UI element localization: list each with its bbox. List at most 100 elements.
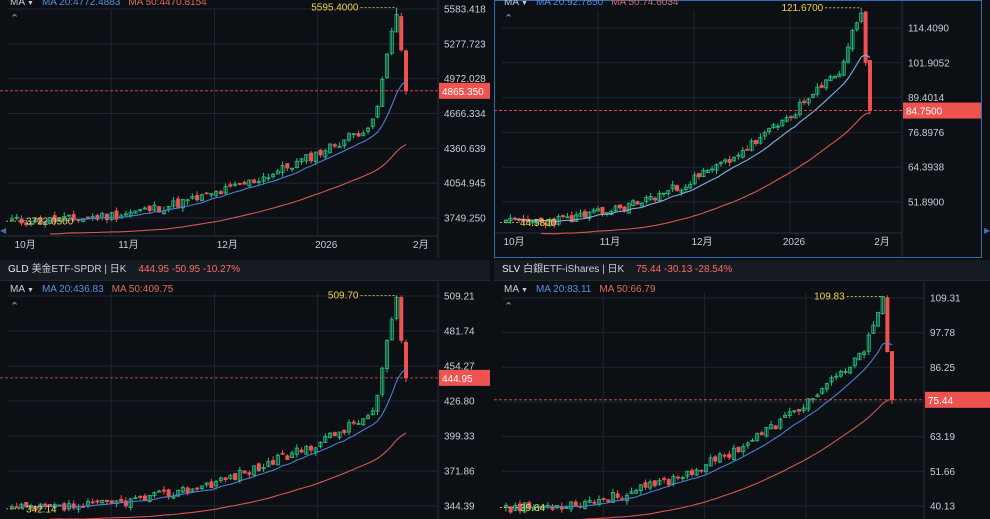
candle-body[interactable] bbox=[342, 429, 347, 434]
candle-body[interactable] bbox=[631, 200, 636, 206]
candle-body[interactable] bbox=[318, 441, 323, 447]
candle-body[interactable] bbox=[750, 439, 755, 442]
candle-body[interactable] bbox=[862, 351, 867, 355]
candle-body[interactable] bbox=[233, 473, 238, 481]
candle-body[interactable] bbox=[138, 495, 143, 498]
candle-body[interactable] bbox=[133, 210, 138, 214]
candle-body[interactable] bbox=[703, 464, 708, 473]
candle-body[interactable] bbox=[342, 139, 347, 147]
candle-body[interactable] bbox=[866, 334, 871, 352]
candle-body[interactable] bbox=[403, 50, 408, 92]
candle-body[interactable] bbox=[732, 156, 737, 162]
candle-body[interactable] bbox=[889, 351, 894, 401]
chart-panel-top-right[interactable]: MA ▼ MA 20:92.7850 MA 50:74.6034 ⌃ 114.4090… bbox=[494, 0, 982, 258]
candle-body[interactable] bbox=[176, 489, 181, 497]
candle-body[interactable] bbox=[838, 370, 843, 377]
candle-body[interactable] bbox=[644, 196, 649, 202]
candle-body[interactable] bbox=[399, 297, 404, 341]
candle-body[interactable] bbox=[176, 198, 181, 208]
candle-body[interactable] bbox=[128, 498, 133, 509]
candle-body[interactable] bbox=[43, 221, 48, 225]
candle-body[interactable] bbox=[318, 149, 323, 156]
candle-body[interactable] bbox=[223, 477, 228, 481]
candle-body[interactable] bbox=[718, 162, 723, 165]
candle-body[interactable] bbox=[773, 425, 778, 430]
candle-body[interactable] bbox=[218, 191, 223, 195]
candle-body[interactable] bbox=[304, 154, 309, 162]
candle-body[interactable] bbox=[403, 341, 408, 379]
candle-body[interactable] bbox=[347, 422, 352, 433]
candle-body[interactable] bbox=[859, 12, 864, 22]
candle-body[interactable] bbox=[517, 503, 522, 512]
candle-body[interactable] bbox=[871, 324, 876, 334]
candle-body[interactable] bbox=[180, 199, 185, 209]
ma-legend[interactable]: MA ▼ MA 20:92.7850 MA 50:74.6034 bbox=[504, 0, 679, 8]
candle-body[interactable] bbox=[114, 210, 119, 220]
candle-body[interactable] bbox=[256, 463, 261, 472]
candle-body[interactable] bbox=[375, 106, 380, 118]
candle-body[interactable] bbox=[829, 377, 834, 383]
candle-body[interactable] bbox=[676, 476, 681, 479]
candle-body[interactable] bbox=[685, 470, 690, 477]
candle-body[interactable] bbox=[66, 214, 71, 217]
candle-body[interactable] bbox=[100, 499, 105, 504]
candle-body[interactable] bbox=[797, 102, 802, 116]
candle-body[interactable] bbox=[722, 454, 727, 457]
candle-body[interactable] bbox=[385, 53, 390, 78]
candle-body[interactable] bbox=[690, 470, 695, 475]
candle-body[interactable] bbox=[214, 481, 219, 487]
candle-body[interactable] bbox=[796, 408, 801, 412]
candle-body[interactable] bbox=[285, 455, 290, 460]
candle-body[interactable] bbox=[147, 205, 152, 212]
candle-body[interactable] bbox=[815, 86, 820, 95]
candle-body[interactable] bbox=[615, 493, 620, 498]
candle-body[interactable] bbox=[47, 217, 52, 224]
candle-body[interactable] bbox=[806, 398, 811, 410]
left-arrow-icon[interactable]: ◀ bbox=[0, 226, 7, 235]
ma-legend[interactable]: MA ▼ MA 20:436.83 MA 50:409.75 bbox=[10, 284, 173, 295]
candle-body[interactable] bbox=[610, 492, 615, 503]
candle-body[interactable] bbox=[389, 319, 394, 341]
candle-body[interactable] bbox=[218, 477, 223, 481]
candle-body[interactable] bbox=[147, 494, 152, 502]
candle-body[interactable] bbox=[328, 143, 333, 154]
candle-body[interactable] bbox=[810, 398, 815, 401]
candle-body[interactable] bbox=[95, 500, 100, 503]
candle-body[interactable] bbox=[573, 501, 578, 507]
candle-body[interactable] bbox=[375, 395, 380, 412]
candle-body[interactable] bbox=[740, 149, 745, 158]
candle-body[interactable] bbox=[57, 218, 62, 221]
collapse-chevron-icon[interactable]: ⌃ bbox=[10, 301, 20, 313]
candle-body[interactable] bbox=[837, 73, 842, 78]
candlestick-chart[interactable]: 509.21 481.74 454.27 426.80 399.33 371.86 344.… bbox=[0, 260, 490, 519]
candle-body[interactable] bbox=[351, 421, 356, 424]
panel-title-bar[interactable]: GLD 美金ETF-SPDR | 日K 444.95 -50.95 -10.27% bbox=[0, 260, 490, 281]
candle-body[interactable] bbox=[708, 457, 713, 467]
candle-body[interactable] bbox=[736, 446, 741, 453]
candle-body[interactable] bbox=[328, 432, 333, 438]
candle-body[interactable] bbox=[24, 502, 29, 508]
candle-body[interactable] bbox=[228, 474, 233, 479]
candle-body[interactable] bbox=[547, 219, 552, 226]
candle-body[interactable] bbox=[142, 207, 147, 210]
candle-body[interactable] bbox=[228, 184, 233, 187]
candle-body[interactable] bbox=[820, 388, 825, 394]
candle-body[interactable] bbox=[587, 500, 592, 503]
candle-body[interactable] bbox=[247, 472, 252, 475]
candle-body[interactable] bbox=[290, 452, 295, 458]
candle-body[interactable] bbox=[832, 75, 837, 79]
candle-body[interactable] bbox=[679, 189, 684, 193]
candle-body[interactable] bbox=[634, 489, 639, 494]
candle-body[interactable] bbox=[38, 217, 43, 225]
candle-body[interactable] bbox=[394, 297, 399, 319]
candle-body[interactable] bbox=[508, 506, 513, 513]
candle-body[interactable] bbox=[171, 496, 176, 499]
candle-body[interactable] bbox=[714, 164, 719, 171]
candle-body[interactable] bbox=[753, 140, 758, 144]
candle-body[interactable] bbox=[294, 160, 299, 168]
candle-body[interactable] bbox=[556, 216, 561, 225]
candle-body[interactable] bbox=[863, 11, 868, 63]
candle-body[interactable] bbox=[769, 424, 774, 430]
candle-body[interactable] bbox=[561, 215, 566, 218]
candle-body[interactable] bbox=[95, 215, 100, 220]
